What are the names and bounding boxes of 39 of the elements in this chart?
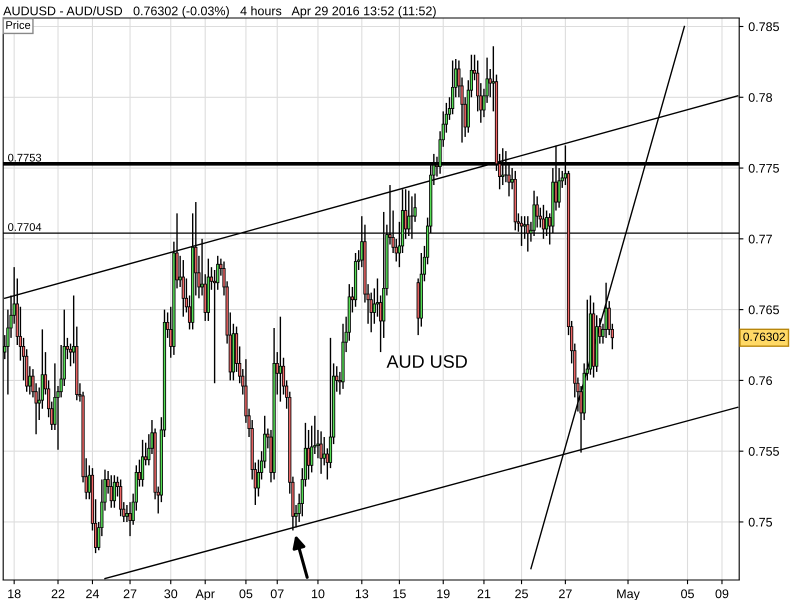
x-tick-label: 27 bbox=[124, 589, 136, 598]
candlestick bbox=[182, 259, 185, 318]
y-tick-label: 0.75 bbox=[748, 518, 772, 527]
x-tick-label: 19 bbox=[437, 589, 450, 598]
y-axis-title: Price bbox=[6, 20, 30, 29]
x-tick-label: 21 bbox=[478, 589, 490, 598]
x-tick-label: 13 bbox=[356, 589, 368, 598]
x-tick-label: 05 bbox=[681, 589, 694, 598]
x-tick-label: 24 bbox=[86, 589, 100, 598]
ref-line-label: 0.7704 bbox=[8, 223, 42, 231]
candlestick bbox=[128, 501, 132, 537]
text: 0.76302 bbox=[743, 332, 785, 341]
y-tick-label: 0.77 bbox=[748, 234, 772, 244]
y-tick-label: 0.755 bbox=[748, 446, 779, 456]
y-tick-label: 0.775 bbox=[748, 164, 779, 173]
x-tick-label: 15 bbox=[393, 589, 406, 598]
candlestick bbox=[319, 430, 323, 475]
y-tick-label: 0.765 bbox=[748, 305, 779, 314]
candlestick bbox=[125, 504, 129, 523]
candlestick bbox=[110, 474, 113, 508]
x-tick-label: 25 bbox=[515, 589, 528, 598]
candlestick bbox=[278, 316, 282, 402]
x-tick-label: 10 bbox=[312, 589, 324, 598]
x-tick-label: 09 bbox=[716, 589, 728, 598]
x-tick-label: 05 bbox=[239, 589, 252, 598]
annotation: AUD USD bbox=[386, 355, 467, 368]
y-tick-label: 0.78 bbox=[748, 93, 772, 102]
y-tick-label: 0.76 bbox=[748, 376, 772, 386]
candlestick bbox=[306, 429, 310, 480]
chart-title: AUDUSD - AUD/USD 0.76302 (-0.03%) 4 hours Apr 29 2016 13:52 (11:52) bbox=[3, 6, 436, 18]
x-tick-label: 27 bbox=[559, 589, 572, 598]
x-tick-label: 30 bbox=[164, 589, 178, 598]
x-tick-label: 22 bbox=[52, 589, 64, 598]
x-tick-label: 18 bbox=[8, 589, 21, 598]
x-tick-label: 07 bbox=[270, 589, 284, 598]
ref-line-label: 0.7753 bbox=[8, 154, 42, 162]
candlestick bbox=[112, 474, 116, 508]
candlestick bbox=[140, 439, 144, 488]
y-tick-label: 0.785 bbox=[748, 22, 779, 32]
